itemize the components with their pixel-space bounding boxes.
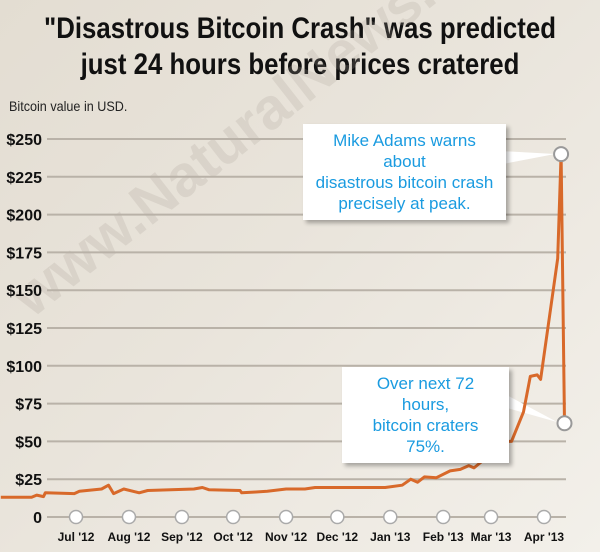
chart-title: "Disastrous Bitcoin Crash" was predicted <box>44 12 556 45</box>
callout-line: disastrous bitcoin crash <box>315 173 494 192</box>
y-tick-label: $175 <box>6 245 42 262</box>
month-marker <box>383 509 398 525</box>
month-marker <box>174 509 190 525</box>
y-tick-label: $75 <box>15 397 42 414</box>
y-tick-label: $200 <box>6 208 42 225</box>
month-marker <box>330 509 345 525</box>
y-tick-label: $225 <box>6 170 42 187</box>
y-tick-label: $50 <box>15 434 42 451</box>
month-marker <box>68 509 84 525</box>
y-tick-label: $125 <box>6 321 42 338</box>
month-marker <box>121 509 137 525</box>
x-tick-label: Apr '13 <box>524 530 565 544</box>
month-marker <box>225 509 241 525</box>
y-tick-label: $100 <box>6 359 42 376</box>
callout-line: Mike Adams warns about <box>333 131 476 171</box>
x-tick-label: Oct '12 <box>213 530 253 544</box>
month-marker <box>536 509 552 525</box>
month-marker <box>278 509 294 525</box>
x-tick-label: Mar '13 <box>471 530 512 544</box>
callout-line: precisely at peak. <box>338 194 471 213</box>
peak-callout: Mike Adams warns about disastrous bitcoi… <box>303 124 506 220</box>
annotation-marker <box>553 146 570 163</box>
callout-line: bitcoin craters 75%. <box>372 416 479 456</box>
annotation-marker <box>556 415 573 432</box>
x-tick-label: Jul '12 <box>58 530 95 544</box>
x-tick-label: Feb '13 <box>423 530 464 544</box>
x-tick-label: Dec '12 <box>317 530 359 544</box>
x-tick-label: Sep '12 <box>161 530 203 544</box>
chart-subtitle: just 24 hours before prices cratered <box>80 48 520 81</box>
month-marker <box>483 509 499 525</box>
y-tick-label: 0 <box>33 510 42 527</box>
callout-line: Over next 72 hours, <box>376 374 475 414</box>
x-tick-label: Aug '12 <box>108 530 151 544</box>
crash-callout: Over next 72 hours, bitcoin craters 75%. <box>342 367 509 463</box>
month-marker <box>435 509 451 525</box>
y-tick-label: $150 <box>6 283 42 300</box>
x-tick-label: Nov '12 <box>265 530 308 544</box>
y-tick-label: $250 <box>6 132 42 149</box>
y-tick-label: $25 <box>15 472 42 489</box>
y-axis-label: Bitcoin value in USD. <box>9 98 128 114</box>
x-tick-label: Jan '13 <box>370 530 411 544</box>
